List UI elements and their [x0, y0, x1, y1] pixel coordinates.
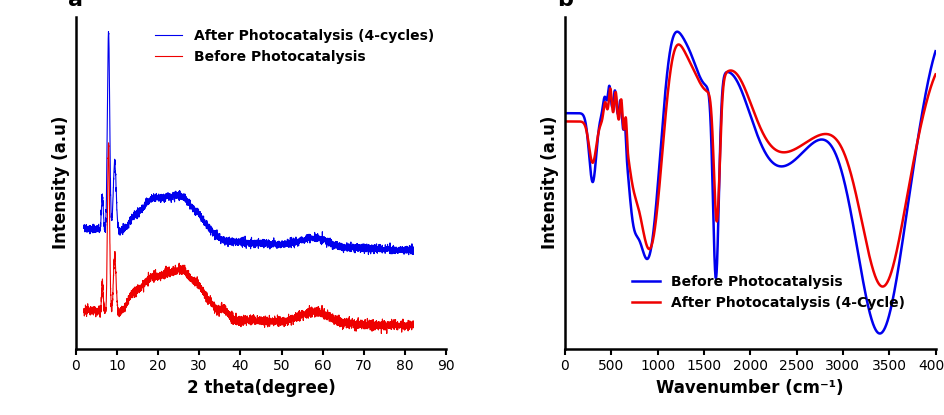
After Photocatalysis (4-Cycle): [835, 145, 847, 150]
Before Photocatalysis: [216, 307, 228, 312]
After Photocatalysis (4-cycles): [216, 238, 228, 243]
Line: Before Photocatalysis: Before Photocatalysis: [84, 143, 413, 334]
Before Photocatalysis: [219, 306, 230, 311]
Before Photocatalysis: [407, 319, 418, 324]
After Photocatalysis (4-Cycle): [626, 181, 637, 186]
Before Photocatalysis: [671, 29, 683, 34]
Before Photocatalysis: [397, 325, 409, 330]
Text: b: b: [557, 0, 573, 10]
Before Photocatalysis: [929, 49, 940, 54]
Before Photocatalysis: [103, 140, 114, 145]
After Photocatalysis (4-Cycle): [700, 88, 712, 93]
Before Photocatalysis: [376, 331, 387, 336]
After Photocatalysis (4-cycles): [380, 244, 392, 249]
After Photocatalysis (4-Cycle): [863, 255, 874, 260]
Before Photocatalysis: [78, 309, 90, 314]
Legend: After Photocatalysis (4-cycles), Before Photocatalysis: After Photocatalysis (4-cycles), Before …: [149, 24, 439, 70]
Before Photocatalysis: [317, 314, 329, 319]
After Photocatalysis (4-cycles): [402, 252, 413, 257]
Y-axis label: Intensity (a.u): Intensity (a.u): [52, 116, 70, 249]
Line: After Photocatalysis (4-cycles): After Photocatalysis (4-cycles): [84, 32, 413, 255]
Before Photocatalysis: [559, 111, 570, 116]
Y-axis label: Intensity (a.u): Intensity (a.u): [541, 116, 559, 249]
After Photocatalysis (4-Cycle): [876, 284, 887, 289]
Before Photocatalysis: [800, 146, 811, 151]
Before Photocatalysis: [781, 163, 792, 168]
Before Photocatalysis: [873, 331, 885, 336]
Before Photocatalysis: [700, 84, 712, 89]
After Photocatalysis (4-Cycle): [800, 140, 811, 145]
Before Photocatalysis: [863, 310, 874, 315]
X-axis label: Wavenumber (cm⁻¹): Wavenumber (cm⁻¹): [656, 378, 843, 397]
X-axis label: 2 theta(degree): 2 theta(degree): [186, 378, 335, 397]
Legend: Before Photocatalysis, After Photocatalysis (4-Cycle): Before Photocatalysis, After Photocataly…: [626, 269, 910, 315]
Before Photocatalysis: [626, 216, 637, 221]
Before Photocatalysis: [234, 323, 245, 328]
After Photocatalysis (4-Cycle): [559, 119, 570, 124]
Before Photocatalysis: [835, 168, 847, 173]
After Photocatalysis (4-cycles): [234, 240, 245, 245]
After Photocatalysis (4-cycles): [407, 247, 418, 252]
Line: Before Photocatalysis: Before Photocatalysis: [565, 32, 935, 334]
After Photocatalysis (4-cycles): [219, 237, 230, 242]
After Photocatalysis (4-Cycle): [781, 149, 792, 154]
After Photocatalysis (4-Cycle): [929, 72, 940, 77]
After Photocatalysis (4-cycles): [103, 29, 114, 34]
Line: After Photocatalysis (4-Cycle): After Photocatalysis (4-Cycle): [565, 44, 935, 287]
Text: a: a: [68, 0, 83, 10]
Before Photocatalysis: [380, 325, 392, 330]
After Photocatalysis (4-cycles): [78, 225, 90, 229]
After Photocatalysis (4-Cycle): [672, 42, 683, 47]
After Photocatalysis (4-cycles): [317, 238, 329, 243]
After Photocatalysis (4-cycles): [397, 247, 409, 252]
